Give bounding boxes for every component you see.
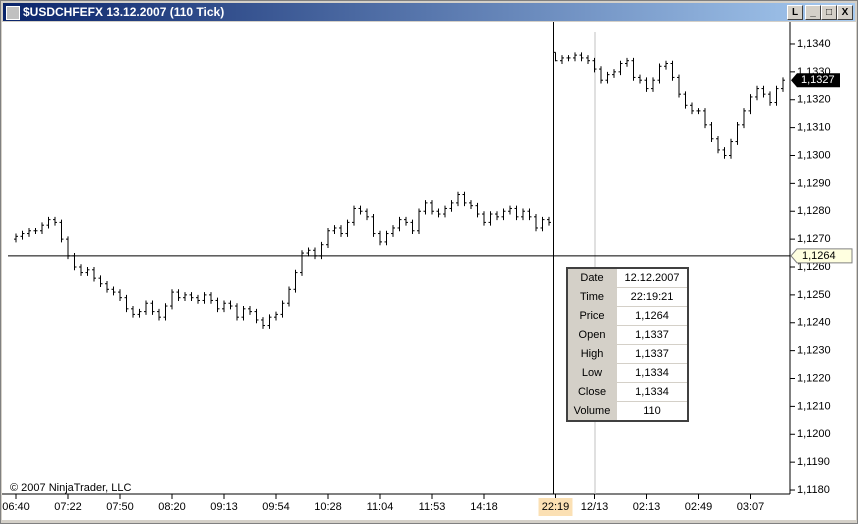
data-box-value: 12.12.2007 bbox=[616, 267, 689, 288]
y-tick-label: 1,1280 bbox=[797, 205, 831, 217]
y-tick-label: 1,1210 bbox=[797, 400, 831, 412]
data-box: Date 12.12.2007 Time 22:19:21 Price 1,1264 Ope… bbox=[566, 267, 689, 422]
x-tick-label: 03:07 bbox=[737, 501, 765, 513]
data-box-value: 1,1337 bbox=[616, 344, 689, 364]
x-tick-label: 12/13 bbox=[581, 501, 609, 513]
data-box-value: 22:19:21 bbox=[616, 287, 689, 307]
y-tick-label: 1,1200 bbox=[797, 428, 831, 440]
chart: © 2007 NinjaTrader, LLC 1,1180 1,1190 1,12… bbox=[2, 22, 856, 520]
data-box-value: 1,1334 bbox=[616, 363, 689, 383]
x-tick-label: 07:50 bbox=[106, 501, 134, 513]
x-tick-label: 11:04 bbox=[367, 501, 394, 513]
last-price-label: 1,1327 bbox=[801, 74, 835, 86]
x-label-highlight bbox=[538, 498, 573, 516]
chart-background bbox=[2, 22, 856, 520]
minimize-button[interactable]: _ bbox=[805, 5, 821, 20]
data-box-value: 110 bbox=[616, 401, 689, 422]
link-button[interactable]: L bbox=[787, 5, 803, 20]
y-tick-label: 1,1310 bbox=[797, 122, 831, 134]
window-title: $USDCHFEFX 13.12.2007 (110 Tick) bbox=[23, 5, 225, 19]
data-box-label: High bbox=[566, 344, 617, 364]
x-tick-label: 11:53 bbox=[419, 501, 446, 513]
data-box-label: Time bbox=[566, 287, 617, 307]
y-tick-label: 1,1300 bbox=[797, 149, 831, 161]
y-tick-label: 1,1220 bbox=[797, 372, 831, 384]
y-tick-label: 1,1290 bbox=[797, 177, 831, 189]
data-box-row: Price 1,1264 bbox=[566, 306, 689, 326]
data-box-row: Time 22:19:21 bbox=[566, 287, 689, 307]
y-tick-label: 1,1260 bbox=[797, 261, 831, 273]
data-box-row: Close 1,1334 bbox=[566, 382, 689, 402]
data-box-row: Date 12.12.2007 bbox=[566, 267, 689, 288]
data-box-label: Price bbox=[566, 306, 617, 326]
x-tick-label: 09:13 bbox=[210, 501, 238, 513]
x-tick-label: 08:20 bbox=[158, 501, 186, 513]
y-tick-label: 1,1190 bbox=[797, 456, 830, 468]
data-box-row: Volume 110 bbox=[566, 401, 689, 422]
app-icon bbox=[6, 6, 20, 20]
data-box-value: 1,1264 bbox=[616, 306, 689, 326]
title-bar: $USDCHFEFX 13.12.2007 (110 Tick) L _ □ X bbox=[3, 3, 855, 21]
data-box-label: Volume bbox=[566, 401, 617, 422]
data-box-label: Close bbox=[566, 382, 617, 402]
data-box-label: Date bbox=[566, 267, 617, 288]
x-tick-label: 02:13 bbox=[633, 501, 661, 513]
x-tick-label: 14:18 bbox=[470, 501, 498, 513]
maximize-button[interactable]: □ bbox=[821, 5, 837, 20]
data-box-row: Low 1,1334 bbox=[566, 363, 689, 383]
y-tick-label: 1,1230 bbox=[797, 345, 831, 357]
data-box-label: Low bbox=[566, 363, 617, 383]
x-tick-label: 07:22 bbox=[54, 501, 82, 513]
last-price-box bbox=[791, 73, 840, 88]
y-tick-label: 1,1250 bbox=[797, 289, 831, 301]
y-tick-label: 1,1180 bbox=[797, 484, 830, 496]
data-box-value: 1,1334 bbox=[616, 382, 689, 402]
x-tick-label: 10:28 bbox=[314, 501, 342, 513]
data-box-row: High 1,1337 bbox=[566, 344, 689, 364]
close-button[interactable]: X bbox=[837, 5, 853, 20]
data-box-row: Open 1,1337 bbox=[566, 325, 689, 345]
crosshair-label-box bbox=[790, 248, 853, 264]
crosshair-label: 1,1264 bbox=[802, 250, 836, 262]
y-tick-label: 1,1320 bbox=[797, 94, 831, 106]
x-tick-label: 22:19 bbox=[542, 501, 570, 513]
y-tick-label: 1,1270 bbox=[797, 233, 831, 245]
y-tick-label: 1,1240 bbox=[797, 317, 831, 329]
data-box-label: Open bbox=[566, 325, 617, 345]
data-box-value: 1,1337 bbox=[616, 325, 689, 345]
copyright: © 2007 NinjaTrader, LLC bbox=[10, 482, 131, 494]
x-tick-label: 09:54 bbox=[262, 501, 290, 513]
x-tick-label: 02:49 bbox=[685, 501, 713, 513]
y-tick-label: 1,1340 bbox=[797, 38, 831, 50]
x-tick-label: 06:40 bbox=[2, 501, 30, 513]
